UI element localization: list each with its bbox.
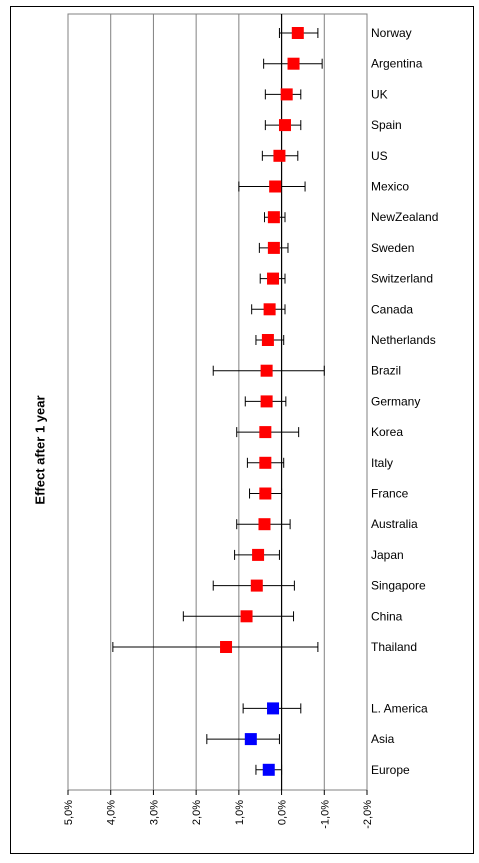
data-point-marker [220, 641, 233, 653]
x-tick-label: -2,0% [362, 800, 374, 829]
row-label: NewZealand [371, 210, 438, 224]
row-label: Mexico [371, 180, 409, 194]
x-tick-label: 3,0% [148, 800, 160, 825]
row-label: Switzerland [371, 272, 433, 286]
row-label: Australia [371, 517, 418, 531]
row-label: Norway [371, 26, 412, 40]
data-point-marker [280, 88, 293, 101]
data-point-marker [250, 579, 263, 592]
row-label: Korea [371, 425, 403, 439]
row-label: Spain [371, 118, 402, 132]
data-point-marker [252, 548, 265, 561]
data-point-marker [258, 518, 271, 531]
row-label: UK [371, 87, 388, 101]
data-point-marker [244, 733, 257, 746]
data-point-marker [261, 334, 274, 346]
data-point-marker [273, 149, 286, 162]
data-point-marker [262, 763, 275, 776]
data-point-marker [287, 57, 300, 70]
row-label: Europe [371, 763, 410, 777]
row-label: L. America [371, 701, 428, 715]
data-point-marker [260, 395, 273, 408]
row-label: Japan [371, 548, 404, 562]
row-label: Canada [371, 302, 413, 316]
row-label: France [371, 487, 409, 501]
data-point-marker [263, 303, 276, 316]
data-point-marker [259, 426, 272, 439]
data-point-marker [267, 702, 280, 715]
row-label: China [371, 609, 403, 623]
x-tick-label: 4,0% [106, 800, 118, 825]
x-tick-label: 5,0% [63, 800, 75, 825]
row-label: Netherlands [371, 333, 436, 347]
row-label: US [371, 149, 388, 163]
data-point-marker [259, 456, 272, 469]
x-tick-label: -1,0% [319, 800, 331, 829]
row-label: Argentina [371, 57, 423, 71]
x-tick-label: 1,0% [234, 800, 246, 825]
row-label: Brazil [371, 364, 401, 378]
data-point-marker [259, 487, 272, 500]
row-label: Sweden [371, 241, 414, 255]
row-label: Germany [371, 394, 420, 408]
data-point-marker [240, 610, 253, 623]
data-point-marker [278, 119, 291, 132]
data-point-marker [267, 241, 280, 254]
row-label: Italy [371, 456, 393, 470]
row-label: Thailand [371, 640, 417, 654]
x-tick-label: 2,0% [191, 800, 203, 825]
data-point-marker [267, 272, 280, 285]
row-label: Singapore [371, 579, 426, 593]
row-label: Asia [371, 732, 395, 746]
plot-area [67, 13, 368, 791]
x-tick-label: 0,0% [277, 800, 289, 825]
data-point-marker [260, 364, 273, 377]
data-point-marker [269, 180, 282, 193]
data-point-marker [291, 27, 304, 39]
data-point-marker [267, 211, 280, 224]
